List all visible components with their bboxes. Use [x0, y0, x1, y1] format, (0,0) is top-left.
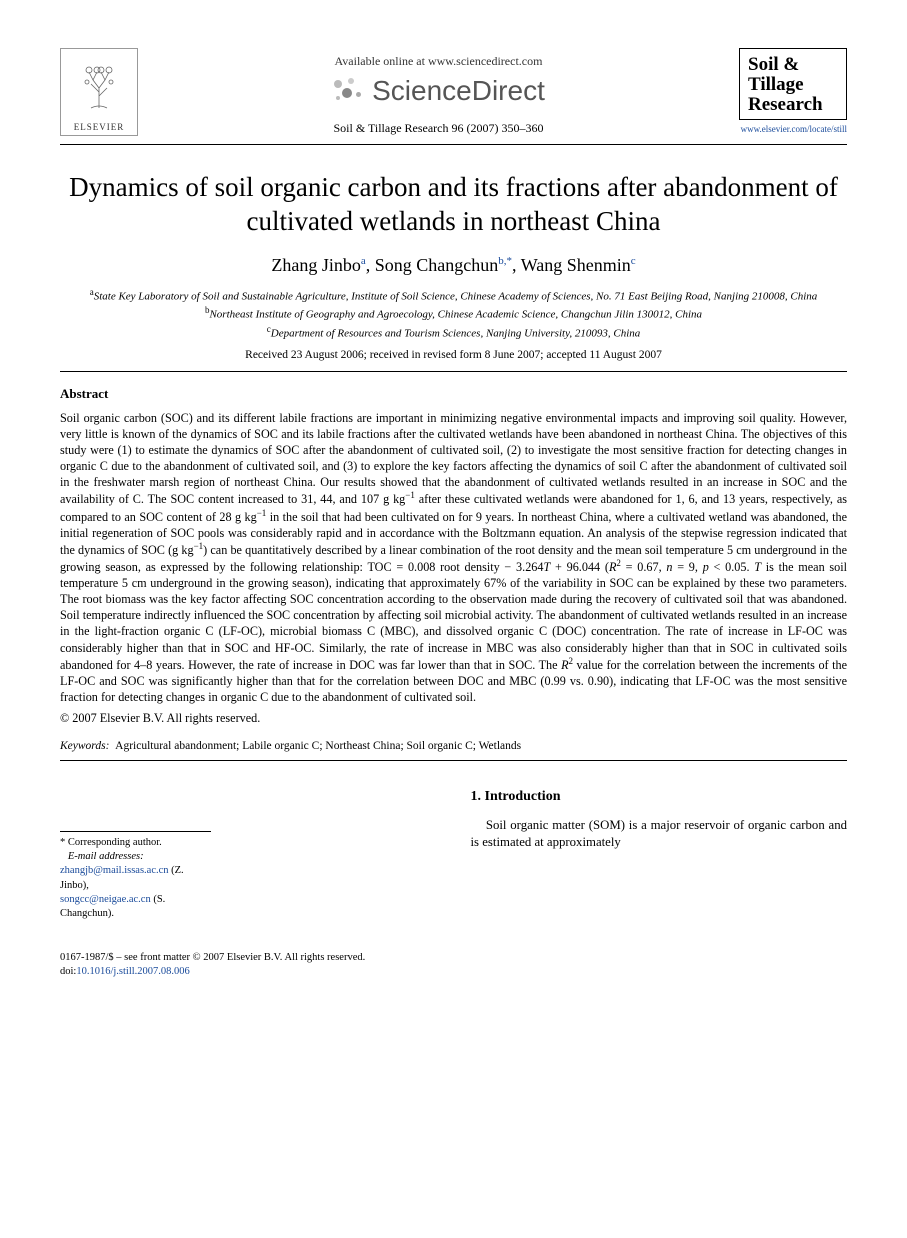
elsevier-label: ELSEVIER — [74, 122, 125, 132]
affiliation-a: aState Key Laboratory of Soil and Sustai… — [60, 286, 847, 305]
affiliation-b-text: Northeast Institute of Geography and Agr… — [209, 309, 702, 321]
author-2-affil: b,* — [498, 255, 512, 267]
elsevier-tree-icon — [61, 49, 137, 122]
author-2: Song Changchun — [375, 255, 499, 275]
intro-heading: 1. Introduction — [471, 789, 848, 805]
author-list: Zhang Jinboa, Song Changchunb,*, Wang Sh… — [60, 255, 847, 276]
email-line: E-mail addresses: zhangjb@mail.issas.ac.… — [60, 850, 211, 893]
corr-author-label: * Corresponding author. — [60, 836, 211, 850]
journal-url[interactable]: www.elsevier.com/locate/still — [739, 124, 847, 134]
keywords-line: Keywords: Agricultural abandonment; Labi… — [60, 740, 847, 752]
journal-title-line1: Soil & — [748, 55, 838, 75]
citation-line: Soil & Tillage Research 96 (2007) 350–36… — [138, 121, 739, 136]
sciencedirect-icon — [332, 78, 362, 104]
affiliation-c-text: Department of Resources and Tourism Scie… — [271, 327, 641, 339]
corresponding-author-footnote: * Corresponding author. E-mail addresses… — [60, 831, 211, 921]
doi-label: doi: — [60, 966, 76, 977]
available-online-text: Available online at www.sciencedirect.co… — [138, 54, 739, 69]
author-3: Wang Shenmin — [521, 255, 631, 275]
doi-line: doi:10.1016/j.still.2007.08.006 — [60, 965, 847, 979]
email-link-2[interactable]: songcc@neigae.ac.cn — [60, 894, 151, 905]
journal-title-line2: Tillage — [748, 75, 838, 95]
keywords-text: Agricultural abandonment; Labile organic… — [115, 740, 521, 752]
page-header: ELSEVIER Available online at www.science… — [60, 48, 847, 136]
center-header: Available online at www.sciencedirect.co… — [138, 48, 739, 136]
email-line-2: songcc@neigae.ac.cn (S. Changchun). — [60, 893, 211, 921]
affiliation-a-text: State Key Laboratory of Soil and Sustain… — [94, 290, 818, 302]
issn-line: 0167-1987/$ – see front matter © 2007 El… — [60, 951, 847, 965]
journal-cover-box: Soil & Tillage Research — [739, 48, 847, 120]
email-label: E-mail addresses: — [68, 851, 144, 862]
article-dates: Received 23 August 2006; received in rev… — [60, 349, 847, 361]
sciencedirect-text: ScienceDirect — [372, 75, 545, 107]
affiliation-c: cDepartment of Resources and Tourism Sci… — [60, 323, 847, 342]
right-column: 1. Introduction Soil organic matter (SOM… — [471, 789, 848, 921]
keywords-rule — [60, 760, 847, 761]
page-footer: 0167-1987/$ – see front matter © 2007 El… — [60, 951, 847, 979]
intro-body: Soil organic matter (SOM) is a major res… — [471, 817, 848, 852]
affiliations: aState Key Laboratory of Soil and Sustai… — [60, 286, 847, 342]
author-3-affil: c — [631, 255, 636, 267]
journal-logo-block: Soil & Tillage Research www.elsevier.com… — [739, 48, 847, 134]
body-columns: * Corresponding author. E-mail addresses… — [60, 789, 847, 921]
header-rule — [60, 144, 847, 145]
paper-title: Dynamics of soil organic carbon and its … — [60, 171, 847, 239]
abstract-copyright: © 2007 Elsevier B.V. All rights reserved… — [60, 711, 847, 726]
elsevier-logo: ELSEVIER — [60, 48, 138, 136]
left-column: * Corresponding author. E-mail addresses… — [60, 789, 437, 921]
author-1-affil: a — [361, 255, 366, 267]
doi-link[interactable]: 10.1016/j.still.2007.08.006 — [76, 966, 189, 977]
sciencedirect-brand: ScienceDirect — [138, 75, 739, 107]
abstract-top-rule — [60, 371, 847, 372]
journal-title-line3: Research — [748, 95, 838, 115]
affiliation-b: bNortheast Institute of Geography and Ag… — [60, 304, 847, 323]
keywords-label: Keywords: — [60, 740, 109, 752]
author-1: Zhang Jinbo — [271, 255, 361, 275]
abstract-heading: Abstract — [60, 386, 847, 402]
abstract-body: Soil organic carbon (SOC) and its differ… — [60, 410, 847, 705]
email-link-1[interactable]: zhangjb@mail.issas.ac.cn — [60, 865, 169, 876]
